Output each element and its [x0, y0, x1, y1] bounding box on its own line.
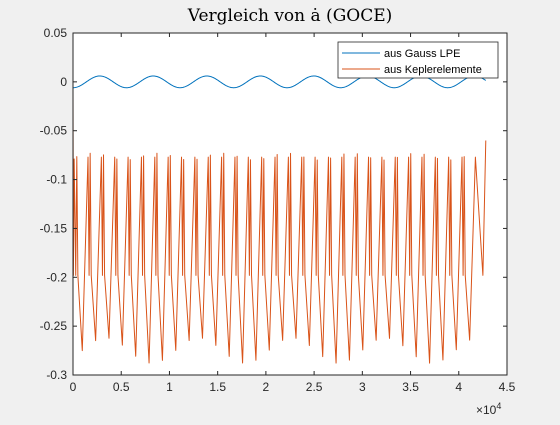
x-tick-label: 4 — [455, 380, 462, 394]
legend-label-kepler: aus Keplerelemente — [384, 64, 482, 76]
y-tick-label: -0.15 — [40, 221, 68, 235]
y-tick-label: -0.3 — [46, 368, 67, 382]
y-tick-label: -0.05 — [40, 124, 68, 138]
x-axis: 0 0.5 1 1.5 2 2.5 3 3.5 4 4.5 — [70, 33, 516, 394]
series-line-kepler — [72, 86, 487, 364]
x-tick-label: 1 — [166, 380, 173, 394]
y-tick-label: -0.1 — [46, 173, 67, 187]
x-tick-label: 4.5 — [499, 380, 516, 394]
x-tick-label: 2 — [263, 380, 270, 394]
y-tick-label: -0.25 — [40, 319, 68, 333]
y-axis: 0.05 0 -0.05 -0.1 -0.15 -0.2 -0.25 -0.3 — [40, 26, 507, 382]
x-exponent-label: ×104 — [476, 401, 501, 417]
x-tick-label: 3 — [359, 380, 366, 394]
y-tick-label: 0.05 — [44, 26, 68, 40]
axes-box — [72, 32, 508, 376]
x-exponent-power: 4 — [496, 401, 501, 411]
x-tick-label: 1.5 — [209, 380, 226, 394]
y-tick-label: -0.2 — [46, 270, 67, 284]
x-tick-label: 0.5 — [113, 380, 130, 394]
legend-label-gauss: aus Gauss LPE — [384, 48, 460, 60]
chart-title: Vergleich von ȧ (GOCE) — [187, 6, 393, 26]
x-tick-label: 0 — [70, 380, 77, 394]
x-tick-label: 2.5 — [306, 380, 323, 394]
x-exponent-base: ×10 — [476, 403, 497, 417]
legend: aus Gauss LPE aus Keplerelemente — [337, 41, 499, 79]
x-tick-label: 3.5 — [402, 380, 419, 394]
legend-box — [337, 41, 499, 79]
y-tick-label: 0 — [60, 75, 67, 89]
